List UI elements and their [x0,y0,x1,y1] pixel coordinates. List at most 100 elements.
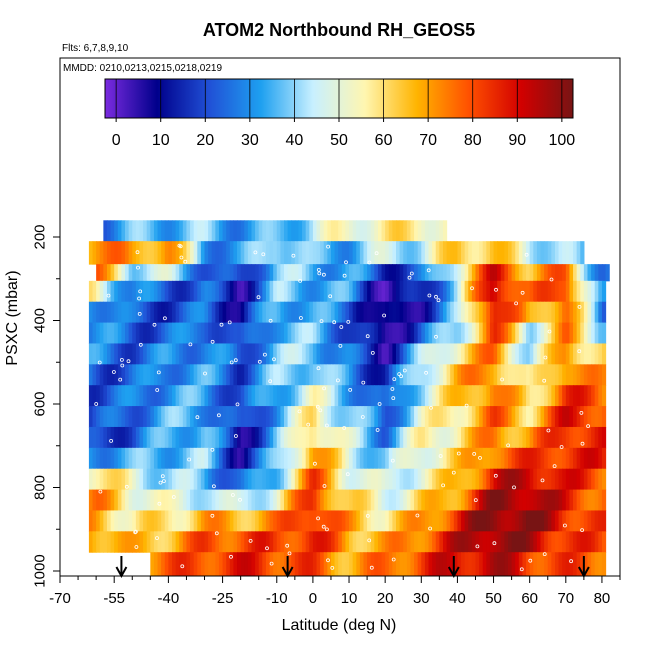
heatmap-cell [435,343,440,365]
heatmap-cell [284,264,289,282]
heatmap-cell [258,385,263,407]
sample-point [434,334,438,339]
heatmap-cell [121,220,126,242]
heatmap-cell [442,406,448,428]
heatmap-cell [349,489,354,511]
sample-point [112,370,116,374]
sample-point [321,272,326,277]
heatmap-cell [237,301,242,324]
heatmap-cell [432,322,437,344]
sample-point [332,320,337,325]
heatmap-cell [179,510,184,532]
sample-point [390,458,395,463]
heatmap-cell [576,280,581,303]
heatmap-cell [190,447,195,470]
heatmap-cell [229,364,235,386]
heatmap-cell [504,552,509,576]
heatmap-cell [486,489,491,511]
sample-point [399,374,404,379]
heatmap-cell [284,322,289,344]
heatmap-cell [486,531,491,553]
heatmap-cell [428,552,433,576]
heatmap-cell [359,322,365,344]
heatmap-cell [511,364,516,386]
heatmap-cell [143,447,148,470]
heatmap-cell [211,343,216,365]
heatmap-cell [551,343,556,365]
heatmap-cell [168,280,173,303]
heatmap-cell [247,343,253,365]
heatmap-cell [544,364,549,386]
heatmap-cell [410,426,415,449]
heatmap-cell [352,241,357,265]
heatmap-cell [558,468,563,491]
heatmap-cell [508,552,513,576]
heatmap-cell [240,531,245,553]
heatmap-cell [352,510,357,532]
heatmap-cell [356,426,361,449]
heatmap-cell [374,489,379,511]
heatmap-cell [309,241,314,265]
heatmap-cell [381,343,386,365]
heatmap-cell [164,510,169,532]
heatmap-cell [410,406,415,428]
heatmap-cell [179,552,184,576]
sample-point [321,524,326,529]
heatmap-cell [327,220,332,242]
sample-point [344,260,348,265]
heatmap-cell [374,426,379,449]
heatmap-cell [262,552,267,576]
heatmap-cell [247,406,253,428]
sample-point [155,536,159,540]
heatmap-cell [294,510,300,532]
heatmap-cell [417,489,422,511]
heatmap-cell [576,426,581,449]
heatmap-cell [172,385,177,407]
heatmap-cell [197,301,202,324]
sample-point [272,357,276,362]
heatmap-cell [392,322,397,344]
heatmap-cell [392,280,397,303]
heatmap-cell [164,364,169,386]
heatmap-cell [410,468,415,491]
heatmap-cell [526,406,531,428]
heatmap-cell [193,531,198,553]
heatmap-cell [446,364,451,386]
heatmap-cell [168,343,173,365]
heatmap-cell [233,241,238,265]
heatmap-cell [544,552,549,576]
heatmap-cell [294,301,300,324]
x-tick-label: 20 [377,590,394,607]
heatmap-cell [153,280,159,303]
sample-point [318,408,323,413]
heatmap-cell [367,280,372,303]
heatmap-cell [132,531,137,553]
heatmap-cell [363,406,368,428]
heatmap-cell [381,220,386,242]
heatmap-cell [522,343,527,365]
heatmap-cell [392,447,397,470]
heatmap-cell [504,531,509,553]
heatmap-cell [439,552,444,576]
heatmap-cell [457,301,462,324]
heatmap-cell [88,510,94,532]
heatmap-cell [565,264,571,282]
sample-point [493,473,498,478]
heatmap-cell [540,280,545,303]
heatmap-cell [461,385,466,407]
heatmap-cell [204,447,209,470]
heatmap-cell [601,264,607,282]
heatmap-cell [323,322,328,344]
heatmap-cell [504,241,509,265]
heatmap-cell [164,531,169,553]
heatmap-cell [511,241,516,265]
sample-point [375,428,380,432]
heatmap-cell [446,531,451,553]
heatmap-cell [110,241,115,265]
heatmap-cell [374,510,379,532]
heatmap-cell [125,241,130,265]
sample-point [392,377,397,382]
heatmap-cell [200,531,206,553]
heatmap-cell [461,552,466,576]
sample-point [328,294,333,299]
